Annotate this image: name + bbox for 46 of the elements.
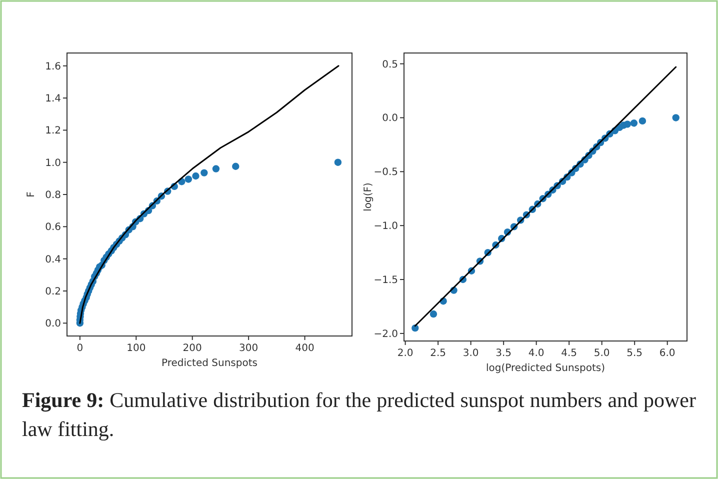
point	[624, 120, 631, 128]
point	[672, 114, 680, 122]
x-tick-label: 400	[295, 343, 314, 354]
y-tick-label: 0.0	[382, 113, 398, 124]
caption: Figure 9: Cumulative distribution for the predicted sunspot numbers and power law fitting.	[22, 388, 696, 441]
point	[200, 169, 208, 176]
point	[212, 165, 220, 172]
y-tick-label: 0.5	[382, 59, 398, 70]
y-tick-label: 0.4	[45, 254, 61, 266]
x-tick-label: 4.5	[561, 348, 578, 359]
x-tick-label: 3.0	[462, 348, 479, 359]
y-axis-title: log(F)	[363, 182, 374, 212]
point	[412, 324, 419, 332]
point	[184, 176, 192, 183]
y-tick-label: 1.6	[45, 61, 61, 72]
point	[334, 158, 342, 166]
x-tick-label: 200	[182, 343, 202, 354]
y-tick-label: 0.0	[45, 318, 61, 330]
x-tick-label: 0	[76, 343, 84, 354]
x-tick-label: 5.0	[594, 348, 610, 359]
x-tick-label: 2.0	[397, 348, 414, 359]
x-tick-label: 2.5	[430, 348, 446, 359]
point	[430, 310, 438, 318]
x-tick-label: 3.5	[496, 348, 512, 359]
point	[630, 120, 638, 127]
x-tick-label: 300	[239, 343, 258, 354]
y-tick-label: 0.2	[45, 286, 61, 298]
x-tick-label: 4.0	[528, 348, 544, 359]
x-axis-title: log(Predicted Sunspots)	[486, 363, 606, 374]
x-tick-label: 5.5	[626, 348, 643, 359]
point	[192, 172, 200, 180]
x-tick-label: 100	[126, 343, 146, 354]
y-tick-label: 1.2	[45, 126, 61, 137]
x-axis-title: Predicted Sunspots	[162, 358, 258, 369]
y-tick-label: 1.4	[45, 94, 61, 105]
y-axis-title: F	[26, 191, 37, 198]
y-tick-label: 1.0	[45, 158, 61, 169]
y-tick-label: −2.0	[374, 328, 398, 340]
y-tick-label: 0.8	[45, 190, 61, 201]
x-tick-label: 6.0	[659, 348, 676, 359]
point	[232, 162, 240, 170]
y-tick-label: −1.0	[374, 221, 398, 232]
point	[638, 117, 646, 125]
y-tick-label: −1.5	[374, 275, 398, 286]
y-tick-label: 0.6	[45, 222, 61, 234]
y-tick-label: −0.5	[374, 167, 398, 178]
